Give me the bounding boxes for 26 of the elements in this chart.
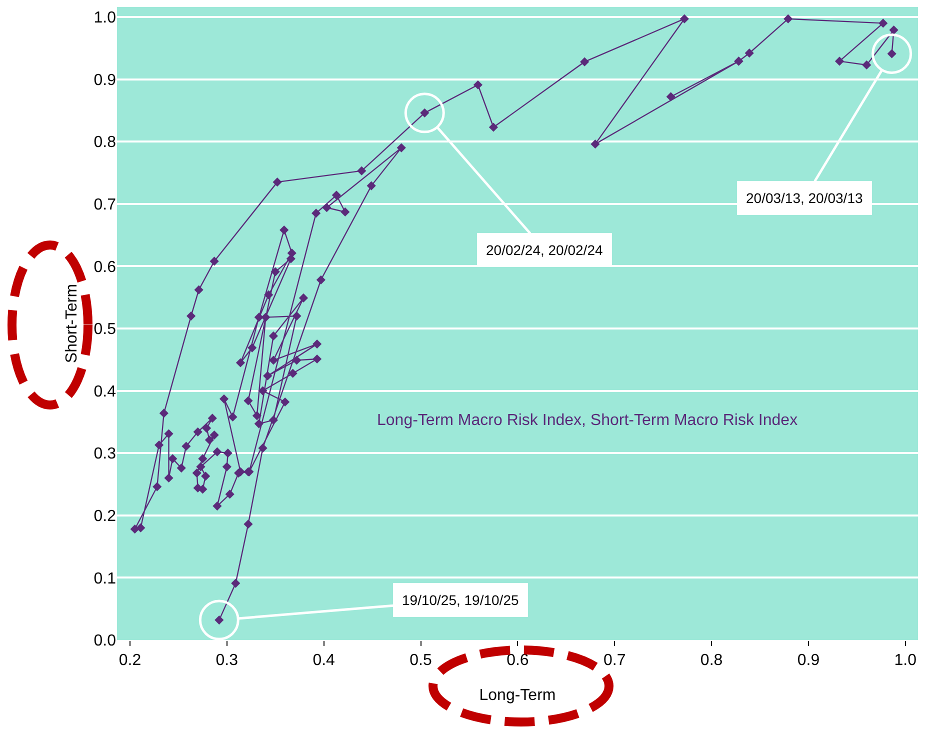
- x-tick-label: 0.2: [118, 652, 142, 670]
- x-tick-label: 0.7: [603, 652, 626, 670]
- x-tick-label: 0.4: [312, 652, 336, 670]
- y-tick-label: 0.4: [94, 383, 116, 400]
- y-axis-title: Short-Term: [64, 284, 81, 364]
- x-tick-label: 0.3: [216, 652, 238, 670]
- x-tick-label: 0.8: [700, 652, 723, 670]
- text: Long-Term Macro Risk Index, Short-Term Macro Risk Index: [377, 412, 798, 429]
- y-tick-label: 0.1: [94, 570, 116, 588]
- y-tick-label: 0.8: [94, 134, 116, 152]
- annotation: 20/02/24, 20/02/24: [486, 242, 603, 258]
- y-tick-label: 0.5: [94, 321, 116, 338]
- y-tick-label: 1.0: [94, 10, 116, 27]
- x-tick-label: 0.5: [410, 652, 432, 670]
- x-tick-label: 0.6: [506, 652, 529, 670]
- y-tick-label: 0.9: [94, 72, 116, 89]
- x-tick-label: 1.0: [894, 652, 917, 670]
- y-tick-label: 0.7: [94, 196, 116, 214]
- x-tick-label: 0.9: [797, 652, 820, 670]
- annotation: 19/10/25, 19/10/25: [402, 592, 519, 608]
- y-tick-label: 0.0: [94, 632, 116, 650]
- x-axis-title: Long-Term: [479, 686, 556, 704]
- y-tick-label: 0.6: [94, 258, 116, 276]
- y-tick-label: 0.3: [94, 446, 116, 463]
- annotation: 20/03/13, 20/03/13: [746, 190, 863, 206]
- y-tick-label: 0.2: [94, 508, 116, 525]
